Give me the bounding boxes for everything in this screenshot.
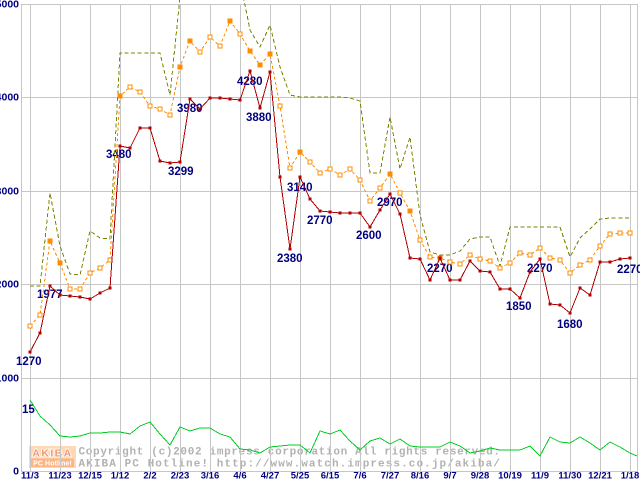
svg-text:3000: 3000	[0, 186, 19, 198]
svg-text:1/12: 1/12	[111, 471, 130, 480]
svg-text:3/16: 3/16	[201, 471, 220, 480]
svg-text:1/18: 1/18	[621, 471, 640, 480]
svg-text:1850: 1850	[506, 301, 532, 313]
svg-text:3140: 3140	[287, 182, 313, 194]
svg-text:9/28: 9/28	[471, 471, 490, 480]
svg-text:2380: 2380	[277, 253, 303, 265]
svg-text:9/7: 9/7	[443, 471, 456, 480]
svg-text:5/25: 5/25	[291, 471, 310, 480]
svg-text:3980: 3980	[177, 103, 203, 115]
svg-text:3880: 3880	[246, 112, 272, 124]
svg-text:10/19: 10/19	[498, 471, 522, 480]
svg-text:AKIBA: AKIBA	[32, 448, 72, 460]
svg-text:PC Hotline!: PC Hotline!	[33, 461, 72, 468]
svg-text:2270: 2270	[427, 263, 453, 275]
svg-text:1680: 1680	[557, 319, 583, 331]
svg-text:3299: 3299	[168, 166, 194, 178]
svg-text:6/15: 6/15	[321, 471, 340, 480]
svg-text:4000: 4000	[0, 92, 19, 104]
svg-text:2970: 2970	[377, 197, 403, 209]
svg-text:4/27: 4/27	[261, 471, 280, 480]
svg-text:2/2: 2/2	[143, 471, 156, 480]
svg-text:Copyright (c)2002 impress corp: Copyright (c)2002 impress corporation Al…	[80, 448, 502, 460]
svg-text:1000: 1000	[0, 373, 19, 385]
svg-text:2270: 2270	[527, 263, 553, 275]
svg-text:1270: 1270	[16, 356, 42, 368]
svg-text:11/30: 11/30	[558, 471, 581, 480]
svg-text:7/6: 7/6	[353, 471, 366, 480]
svg-text:2000: 2000	[0, 279, 19, 291]
svg-text:11/9: 11/9	[531, 471, 549, 480]
svg-text:12/21: 12/21	[588, 471, 612, 480]
svg-text:2770: 2770	[307, 215, 333, 227]
svg-text:3480: 3480	[106, 149, 132, 161]
svg-text:0: 0	[13, 466, 19, 478]
svg-text:AKIBA PC Hotline! http://www.w: AKIBA PC Hotline! http://www.watch.impre…	[79, 459, 501, 471]
svg-text:5000: 5000	[0, 0, 19, 11]
svg-text:12/15: 12/15	[78, 471, 102, 480]
svg-text:4280: 4280	[237, 76, 263, 88]
svg-text:Copyright (c)2002 impress corp: Copyright (c)2002 impress corporation Al…	[79, 447, 501, 459]
svg-text:2270: 2270	[617, 264, 640, 276]
svg-text:2600: 2600	[356, 230, 382, 242]
svg-text:7/27: 7/27	[381, 471, 400, 480]
svg-text:4/6: 4/6	[233, 471, 246, 480]
svg-text:11/3: 11/3	[21, 471, 39, 480]
svg-text:2/23: 2/23	[171, 471, 190, 480]
svg-text:15: 15	[22, 404, 35, 416]
svg-text:11/23: 11/23	[48, 471, 71, 480]
svg-text:8/16: 8/16	[411, 471, 430, 480]
svg-text:AKIBA PC Hotline! http://www.w: AKIBA PC Hotline! http://www.watch.impre…	[80, 460, 502, 472]
